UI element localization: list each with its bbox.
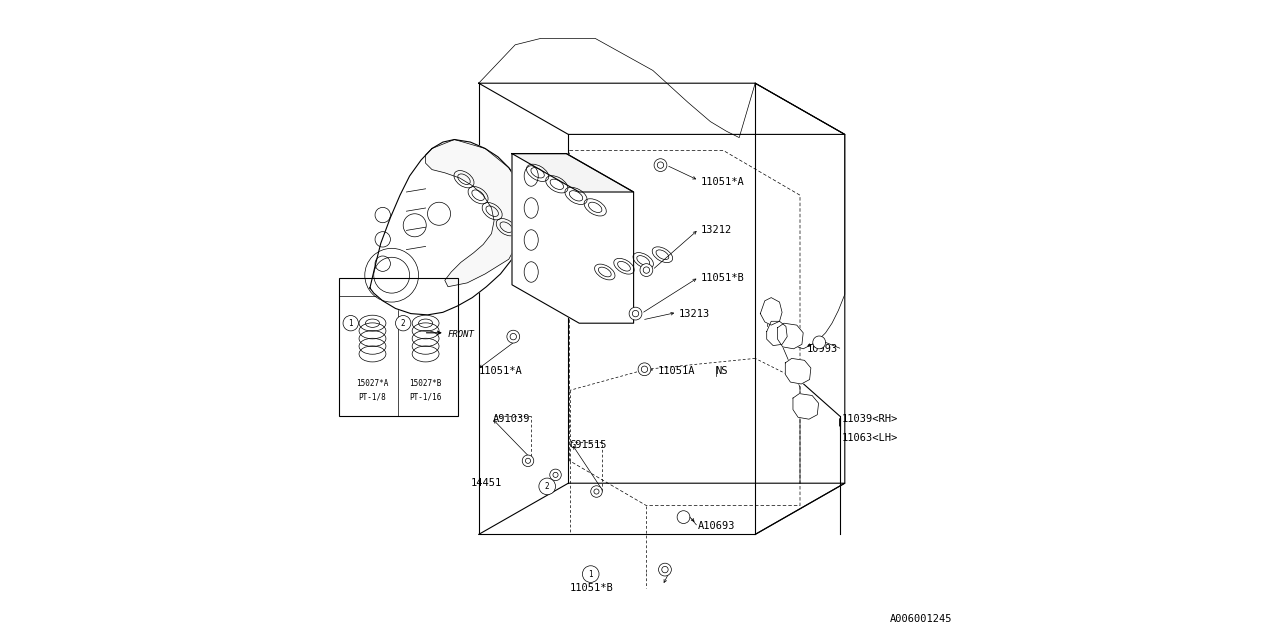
Circle shape bbox=[522, 455, 534, 467]
Text: G91515: G91515 bbox=[570, 440, 607, 450]
Circle shape bbox=[396, 316, 411, 331]
Text: 2: 2 bbox=[401, 319, 406, 328]
Text: FRONT: FRONT bbox=[448, 330, 475, 339]
Text: 14451: 14451 bbox=[471, 478, 502, 488]
Text: A91039: A91039 bbox=[493, 414, 530, 424]
Circle shape bbox=[654, 159, 667, 172]
Polygon shape bbox=[370, 140, 529, 315]
Text: 1: 1 bbox=[589, 570, 593, 579]
Bar bbox=[339, 278, 458, 416]
Text: 11051*B: 11051*B bbox=[570, 582, 613, 593]
Circle shape bbox=[550, 469, 561, 481]
Text: 11051A: 11051A bbox=[658, 366, 695, 376]
Text: 11051*A: 11051*A bbox=[479, 366, 522, 376]
Ellipse shape bbox=[358, 315, 387, 332]
Text: A10693: A10693 bbox=[698, 521, 735, 531]
Polygon shape bbox=[786, 358, 812, 384]
Polygon shape bbox=[479, 38, 755, 138]
Text: PLUG: PLUG bbox=[385, 284, 411, 294]
Circle shape bbox=[630, 307, 641, 320]
Text: PT-1/8: PT-1/8 bbox=[358, 392, 387, 401]
Circle shape bbox=[539, 478, 556, 495]
Text: 1: 1 bbox=[348, 319, 353, 328]
Polygon shape bbox=[760, 298, 782, 325]
Text: 13212: 13212 bbox=[701, 225, 732, 236]
Polygon shape bbox=[512, 154, 634, 192]
Text: NS: NS bbox=[767, 315, 780, 325]
Circle shape bbox=[591, 486, 603, 497]
Circle shape bbox=[640, 264, 653, 276]
Polygon shape bbox=[512, 154, 634, 323]
Text: 11051*B: 11051*B bbox=[701, 273, 745, 284]
Text: 15027*B: 15027*B bbox=[410, 380, 442, 388]
Circle shape bbox=[507, 330, 520, 343]
Polygon shape bbox=[767, 321, 787, 346]
Text: 11063<LH>: 11063<LH> bbox=[842, 433, 897, 444]
Text: NS: NS bbox=[716, 366, 728, 376]
Text: 11051*A: 11051*A bbox=[701, 177, 745, 188]
Text: 13213: 13213 bbox=[678, 308, 709, 319]
Polygon shape bbox=[425, 140, 526, 287]
Circle shape bbox=[813, 336, 826, 349]
Text: A006001245: A006001245 bbox=[890, 614, 952, 624]
Text: PT-1/16: PT-1/16 bbox=[410, 392, 442, 401]
Text: 10993: 10993 bbox=[806, 344, 837, 354]
Circle shape bbox=[677, 511, 690, 524]
Ellipse shape bbox=[412, 315, 439, 332]
Circle shape bbox=[343, 316, 358, 331]
Text: 2: 2 bbox=[545, 482, 549, 491]
Text: 15027*A: 15027*A bbox=[356, 380, 389, 388]
Polygon shape bbox=[794, 394, 819, 419]
Circle shape bbox=[639, 363, 652, 376]
Circle shape bbox=[582, 566, 599, 582]
Circle shape bbox=[659, 563, 672, 576]
Text: 11039<RH>: 11039<RH> bbox=[842, 414, 897, 424]
Polygon shape bbox=[777, 323, 804, 349]
